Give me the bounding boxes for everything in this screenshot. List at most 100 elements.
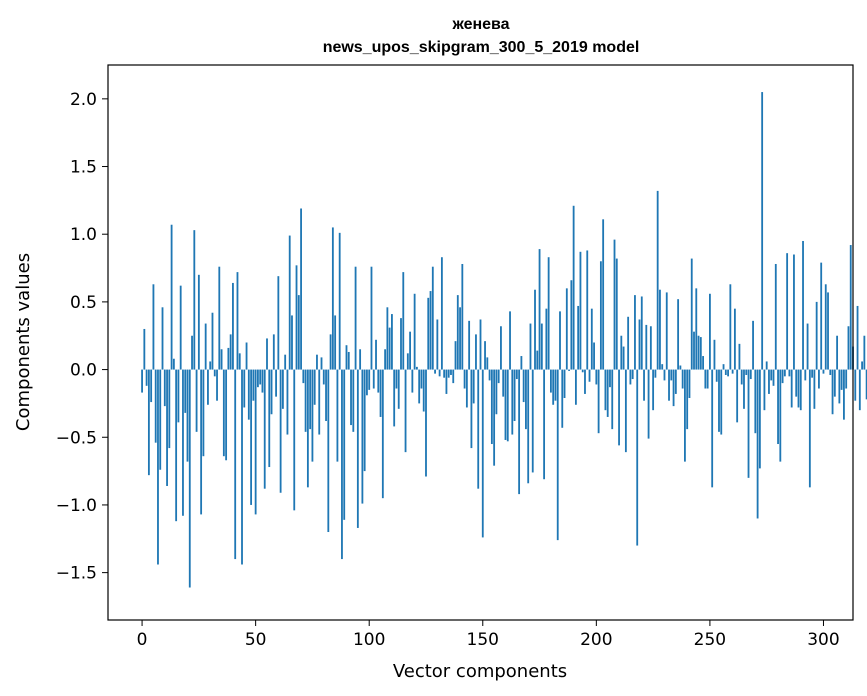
bar bbox=[520, 356, 523, 370]
bar bbox=[338, 232, 341, 370]
bar bbox=[695, 288, 698, 370]
bar bbox=[609, 369, 611, 388]
bar bbox=[259, 369, 262, 385]
bar bbox=[822, 369, 825, 374]
bar bbox=[824, 284, 827, 370]
bar bbox=[758, 369, 761, 469]
x-axis-label: Vector components bbox=[393, 661, 567, 682]
bar bbox=[225, 369, 228, 461]
bar bbox=[515, 369, 518, 380]
bar bbox=[688, 369, 691, 398]
bar bbox=[420, 369, 423, 389]
bar bbox=[252, 369, 255, 401]
bar bbox=[709, 293, 711, 370]
bar bbox=[615, 258, 618, 370]
bar bbox=[738, 343, 741, 370]
bar bbox=[232, 282, 234, 370]
bar bbox=[440, 257, 443, 370]
bar bbox=[182, 369, 184, 516]
bar bbox=[422, 369, 425, 412]
bar bbox=[831, 369, 834, 415]
y-tick-label: 0.5 bbox=[70, 293, 97, 313]
bar bbox=[525, 369, 527, 430]
bar bbox=[818, 369, 820, 389]
bar bbox=[177, 369, 180, 423]
bar bbox=[672, 369, 675, 407]
bar bbox=[413, 293, 416, 370]
x-axis-ticks: 0 50 100 150 200 250 300 bbox=[137, 620, 840, 650]
bar bbox=[531, 369, 534, 473]
bar bbox=[618, 369, 620, 446]
bar bbox=[316, 354, 318, 370]
bar bbox=[777, 369, 779, 445]
bar bbox=[722, 364, 725, 370]
bar bbox=[631, 369, 634, 380]
bar bbox=[670, 369, 673, 381]
x-tick-label: 300 bbox=[807, 630, 839, 650]
bar bbox=[715, 369, 718, 382]
bar bbox=[143, 328, 146, 370]
bar bbox=[216, 369, 218, 401]
bar bbox=[427, 297, 430, 370]
bar bbox=[331, 227, 334, 370]
bar bbox=[854, 369, 857, 401]
y-tick-label: 0.0 bbox=[70, 361, 97, 381]
bar bbox=[584, 369, 586, 394]
bar bbox=[159, 369, 162, 470]
bar bbox=[161, 307, 164, 370]
bar bbox=[604, 369, 607, 411]
bar bbox=[640, 296, 643, 370]
bar bbox=[765, 361, 768, 370]
bar bbox=[552, 369, 555, 405]
bar bbox=[484, 341, 486, 370]
bar bbox=[674, 369, 677, 394]
bar bbox=[368, 369, 371, 390]
bar bbox=[843, 369, 845, 420]
bar bbox=[768, 369, 770, 394]
bar bbox=[295, 265, 298, 370]
bar bbox=[154, 369, 157, 443]
bar bbox=[243, 369, 246, 408]
bar bbox=[540, 323, 543, 370]
bar bbox=[534, 289, 536, 370]
bar bbox=[254, 369, 257, 515]
bar bbox=[170, 224, 173, 370]
bar bbox=[318, 369, 321, 435]
bar bbox=[856, 305, 859, 370]
bar bbox=[511, 369, 514, 435]
bar bbox=[209, 361, 212, 370]
bar bbox=[554, 369, 557, 401]
bar bbox=[238, 353, 241, 370]
bar bbox=[733, 308, 736, 370]
bar bbox=[704, 369, 707, 389]
bar bbox=[388, 327, 391, 370]
y-tick-label: −0.5 bbox=[56, 428, 97, 448]
bar bbox=[727, 369, 729, 377]
bar bbox=[665, 292, 668, 370]
bar bbox=[599, 261, 602, 370]
bar bbox=[443, 369, 446, 378]
bar bbox=[763, 369, 766, 411]
bar bbox=[702, 356, 704, 370]
bar bbox=[502, 369, 505, 397]
bar bbox=[740, 369, 743, 385]
bar bbox=[434, 369, 436, 374]
bar bbox=[538, 249, 541, 370]
bar bbox=[222, 369, 225, 457]
bar bbox=[645, 324, 648, 370]
bar bbox=[845, 369, 848, 389]
bar bbox=[477, 369, 480, 489]
bar bbox=[184, 369, 187, 413]
bar bbox=[150, 369, 153, 403]
bar bbox=[220, 349, 223, 370]
bar bbox=[781, 369, 784, 384]
bar bbox=[375, 339, 377, 370]
bar bbox=[456, 295, 459, 370]
bar bbox=[207, 369, 209, 405]
bar bbox=[622, 346, 625, 370]
bar bbox=[863, 335, 866, 370]
bar bbox=[547, 257, 550, 370]
bar bbox=[168, 369, 171, 449]
bar bbox=[606, 369, 609, 417]
bar bbox=[581, 369, 584, 373]
